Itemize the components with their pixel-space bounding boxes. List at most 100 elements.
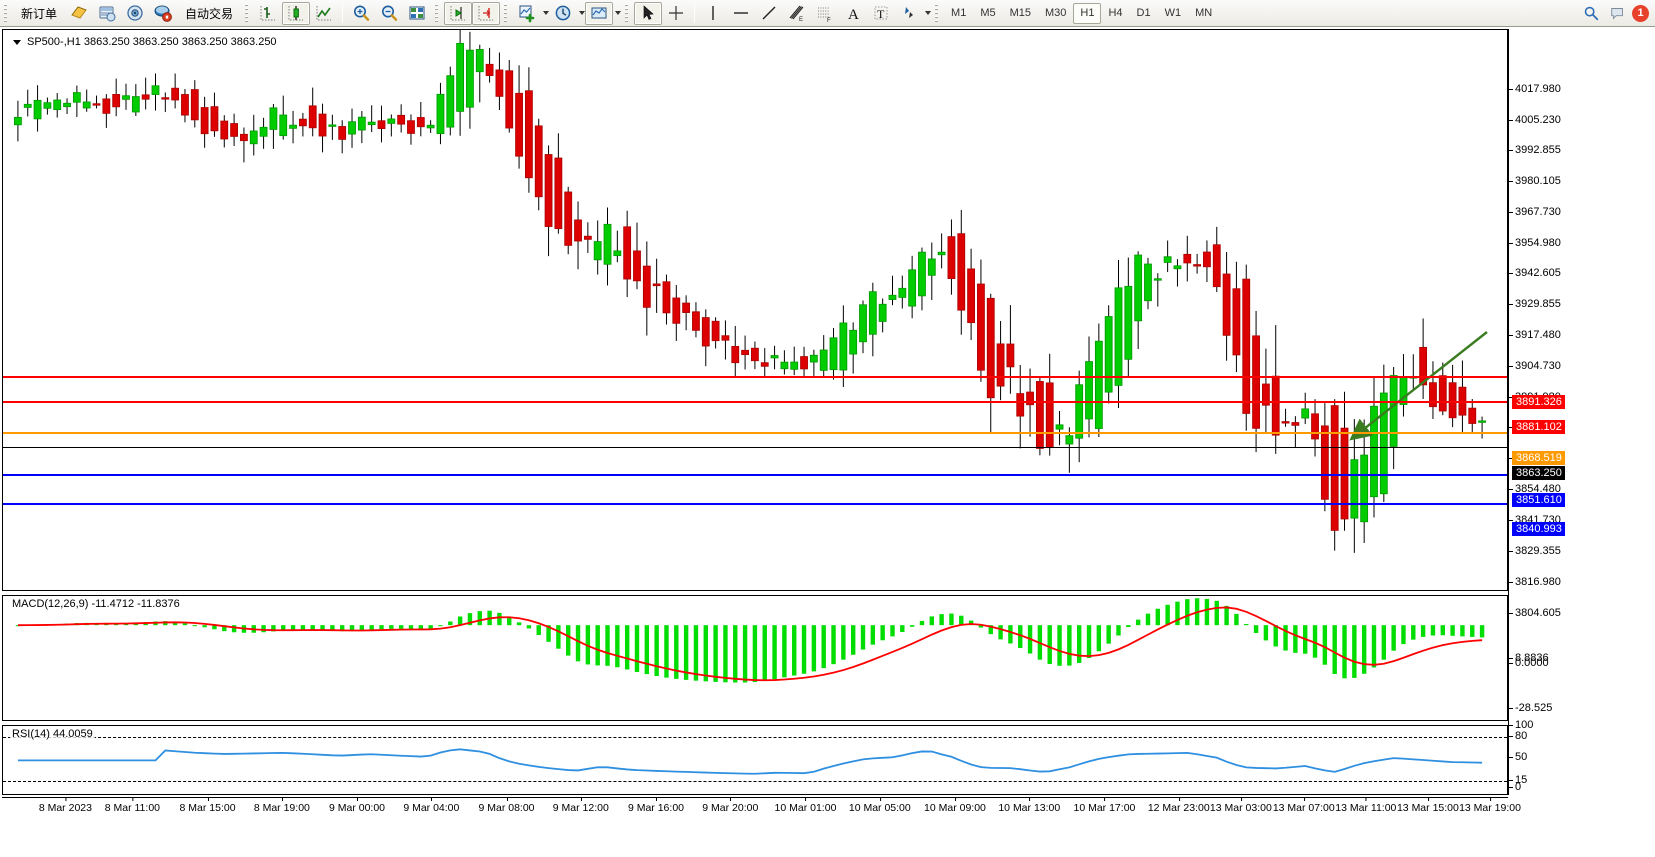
macd-histogram-bar: [723, 625, 728, 683]
timeframe-w1[interactable]: W1: [1164, 7, 1182, 19]
price-tag-pivot-level[interactable]: 3868.519: [1512, 451, 1565, 465]
zoom-out-icon[interactable]: [375, 2, 403, 25]
timeframe-d1[interactable]: D1: [1136, 7, 1151, 19]
indicators-icon[interactable]: [513, 2, 541, 25]
candle: [1016, 393, 1025, 417]
toolbar-grip[interactable]: [3, 3, 10, 23]
candle: [1438, 375, 1447, 412]
level-line-pivot[interactable]: [3, 432, 1507, 434]
toolbar-grip-charts[interactable]: [244, 3, 252, 23]
candle: [947, 236, 956, 279]
macd-axis-tick: 0.0000: [1509, 657, 1549, 669]
level-line-resistance-1[interactable]: [3, 401, 1507, 403]
zoom-in-icon[interactable]: [347, 2, 375, 25]
candle: [1379, 392, 1388, 495]
candle: [456, 42, 465, 112]
search-icon[interactable]: [1578, 2, 1604, 25]
period-separator-icon[interactable]: [549, 2, 577, 25]
shapes-dropdown-caret[interactable]: [925, 11, 932, 15]
equidistant-channel-icon[interactable]: E: [783, 2, 811, 25]
autotrading-label: 自动交易: [185, 6, 234, 21]
horizontal-line-icon[interactable]: [727, 2, 755, 25]
line-chart-icon[interactable]: [310, 2, 338, 25]
toolbar-grip-objects[interactable]: [503, 3, 511, 23]
auto-scroll-icon[interactable]: [472, 1, 501, 25]
candle: [387, 118, 396, 124]
timeframe-m15[interactable]: M15: [1009, 7, 1031, 19]
level-line-resistance-2[interactable]: [3, 376, 1507, 378]
price-pane[interactable]: SP500-,H1 3863.250 3863.250 3863.250 386…: [2, 29, 1508, 591]
time-axis-label: 8 Mar 19:00: [253, 797, 310, 814]
macd-histogram-bar: [1322, 625, 1328, 665]
macd-histogram-bar: [536, 625, 541, 635]
crosshair-icon[interactable]: [662, 2, 690, 25]
data-window-icon[interactable]: [403, 2, 431, 25]
price-tag-support-2[interactable]: 3840.993: [1512, 522, 1565, 536]
macd-histogram-bar: [1224, 605, 1229, 626]
macd-histogram-bar: [1165, 604, 1170, 626]
candle: [141, 94, 150, 100]
price-axis-tick: 3992.855: [1509, 144, 1561, 156]
shapes-icon[interactable]: [895, 2, 923, 25]
market-watch-icon[interactable]: [93, 2, 121, 25]
macd-histogram-bar: [516, 622, 522, 626]
chart-shift-icon[interactable]: [444, 1, 473, 25]
candle: [790, 361, 799, 370]
timeframe-h4[interactable]: H4: [1108, 7, 1123, 19]
chart-menu-triangle-icon[interactable]: [13, 39, 21, 45]
bar-chart-icon[interactable]: [254, 2, 282, 25]
price-axis-line: [1508, 29, 1509, 795]
toolbar-grip-timeframes[interactable]: [934, 3, 942, 23]
templates-icon[interactable]: [585, 1, 614, 25]
rsi-axis-tick: 80: [1508, 730, 1528, 742]
macd-histogram-bar: [1342, 625, 1347, 679]
level-line-support-2[interactable]: [3, 503, 1507, 505]
price-tag-resistance-2[interactable]: 3891.326: [1512, 395, 1565, 409]
fibonacci-icon[interactable]: F: [811, 2, 839, 25]
trendline-icon[interactable]: [755, 2, 783, 25]
navigator-icon[interactable]: [121, 2, 149, 25]
timeframe-m30[interactable]: M30: [1045, 7, 1067, 19]
indicators-dropdown-caret[interactable]: [543, 11, 550, 15]
period-dropdown-caret[interactable]: [579, 11, 586, 15]
macd-histogram-bar: [949, 613, 954, 626]
macd-histogram-bar: [1047, 625, 1052, 664]
toolbar-grip-shift[interactable]: [434, 3, 442, 23]
candlestick-chart-icon[interactable]: [282, 1, 311, 25]
price-tag-current-price[interactable]: 3863.250: [1512, 466, 1565, 480]
new-order-button[interactable]: 新订单: [13, 2, 65, 25]
timeframe-mn[interactable]: MN: [1195, 7, 1213, 19]
price-axis[interactable]: 4017.980 4005.230 3992.855 3980.105 3967.730…: [1508, 27, 1655, 795]
timeframe-m1[interactable]: M1: [951, 7, 967, 19]
timeframe-m5[interactable]: M5: [980, 7, 996, 19]
level-line-support-1[interactable]: [3, 474, 1507, 476]
label-icon[interactable]: T: [867, 2, 895, 25]
rsi-pane[interactable]: RSI(14) 44.0059: [2, 725, 1508, 795]
bottom-strip: [0, 821, 1655, 857]
alerts-icon[interactable]: [1604, 2, 1632, 25]
vertical-line-icon[interactable]: [699, 2, 727, 25]
cursor-icon[interactable]: [634, 1, 663, 25]
time-axis-label: 8 Mar 11:00: [104, 797, 161, 814]
level-line-current-price: [3, 447, 1507, 448]
timeframe-h1[interactable]: H1: [1073, 2, 1102, 24]
macd-histogram-bar: [349, 625, 355, 632]
new-order-icon[interactable]: [65, 2, 93, 25]
candle: [190, 89, 199, 121]
autotrading-button[interactable]: 自动交易: [177, 2, 241, 25]
autotrading-icon[interactable]: [149, 2, 177, 25]
candle: [1153, 278, 1162, 281]
macd-pane[interactable]: MACD(12,26,9) -11.4712 -11.8376: [2, 595, 1508, 721]
macd-histogram-bar: [968, 620, 974, 626]
macd-histogram-bar: [202, 625, 207, 628]
time-axis[interactable]: 8 Mar 2023 8 Mar 11:00 8 Mar 15:00 8 Mar 19…: [2, 797, 1521, 821]
candle: [397, 114, 406, 125]
macd-histogram-bar: [733, 625, 738, 683]
templates-dropdown-caret[interactable]: [615, 11, 622, 15]
toolbar-grip-draw[interactable]: [624, 3, 632, 23]
price-tag-support-1[interactable]: 3851.610: [1512, 493, 1565, 507]
text-icon[interactable]: A: [839, 2, 867, 25]
candle: [800, 356, 808, 370]
price-tag-resistance-1[interactable]: 3881.102: [1512, 420, 1565, 434]
candle: [525, 90, 533, 179]
